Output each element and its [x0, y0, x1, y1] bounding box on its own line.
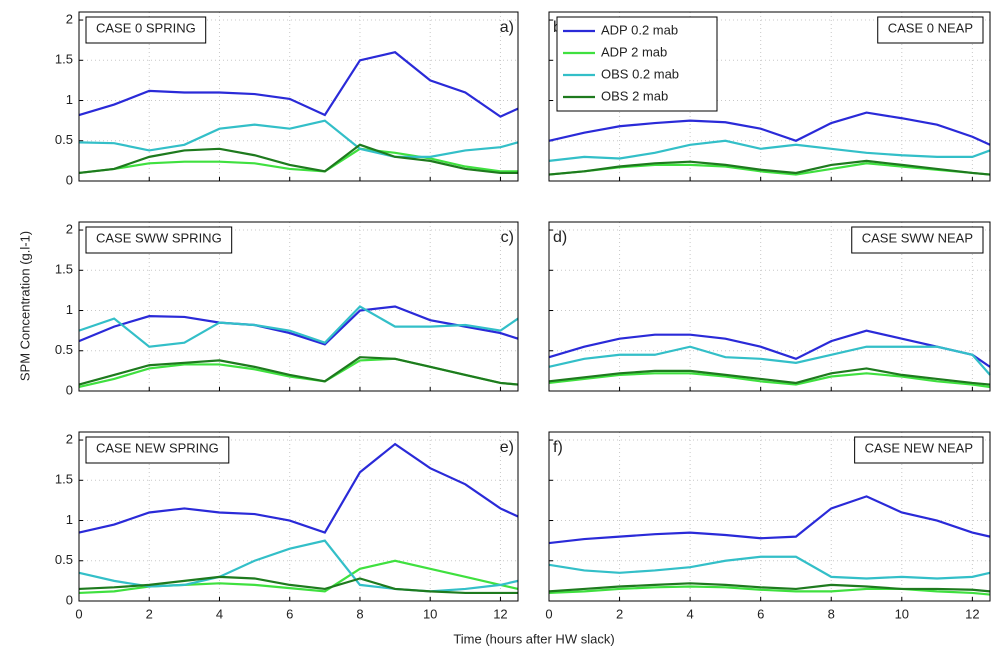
plot-frame: [548, 431, 991, 602]
x-tick-label: 8: [828, 606, 835, 621]
y-tick-label: 1: [66, 302, 73, 317]
panel-label: e): [500, 439, 514, 456]
y-tick-label: 0: [66, 382, 73, 397]
plot-frame: [78, 11, 519, 182]
series-line: [78, 147, 518, 175]
panel-label: d): [553, 229, 567, 246]
case-label: CASE SWW NEAP: [862, 230, 973, 245]
x-tick-label: 6: [757, 606, 764, 621]
x-tick-label: 8: [356, 606, 363, 621]
x-tick-label: 10: [895, 606, 909, 621]
plot-frame: [548, 11, 991, 182]
x-tick-label: 12: [493, 606, 507, 621]
series-line: [78, 119, 519, 158]
series-line: [548, 495, 991, 545]
series-line: [78, 539, 519, 593]
x-tick-label: 2: [616, 606, 623, 621]
x-tick-label: 0: [75, 606, 82, 621]
series-line: [548, 372, 991, 389]
case-label-box: [854, 436, 984, 464]
y-tick-label: 1: [66, 92, 73, 107]
y-tick-label: 0.5: [55, 132, 73, 147]
case-label-box: [85, 16, 207, 44]
case-label: CASE 0 SPRING: [96, 20, 196, 35]
series-line: [548, 139, 991, 162]
series-line: [548, 585, 991, 596]
legend-label: OBS 2 mab: [601, 88, 668, 103]
x-tick-label: 2: [146, 606, 153, 621]
case-label-box: [877, 16, 984, 44]
panel-label: c): [501, 229, 514, 246]
x-tick-label: 10: [423, 606, 437, 621]
case-label: CASE NEW SPRING: [96, 440, 219, 455]
panel-label: f): [553, 439, 563, 456]
plot-frame: [548, 221, 991, 392]
y-tick-label: 2: [66, 221, 73, 236]
series-line: [548, 345, 991, 376]
plot-frame: [78, 431, 519, 602]
case-label: CASE NEW NEAP: [865, 440, 973, 455]
legend-label: OBS 0.2 mab: [601, 66, 679, 81]
panel-label: a): [500, 19, 514, 36]
y-tick-label: 1.5: [55, 472, 73, 487]
series-line: [548, 582, 991, 593]
case-label: CASE 0 NEAP: [888, 20, 973, 35]
x-tick-label: 4: [687, 606, 694, 621]
y-tick-label: 2: [66, 11, 73, 26]
series-line: [78, 575, 518, 595]
series-line: [78, 305, 519, 348]
series-line: [78, 442, 519, 534]
series-line: [78, 143, 518, 175]
x-axis-label: Time (hours after HW slack): [453, 631, 614, 646]
y-tick-label: 0.5: [55, 552, 73, 567]
y-axis-label: SPM Concentration (g.l-1): [17, 231, 32, 381]
x-tick-label: 6: [286, 606, 293, 621]
x-tick-label: 12: [965, 606, 979, 621]
series-line: [548, 329, 991, 368]
y-tick-label: 1.5: [55, 52, 73, 67]
case-label-box: [851, 226, 984, 254]
x-tick-label: 4: [216, 606, 223, 621]
y-tick-label: 1.5: [55, 262, 73, 277]
legend-label: ADP 0.2 mab: [601, 22, 678, 37]
y-tick-label: 2: [66, 431, 73, 446]
y-tick-label: 0.5: [55, 342, 73, 357]
series-line: [548, 555, 991, 580]
x-tick-label: 0: [545, 606, 552, 621]
series-line: [78, 51, 519, 118]
series-line: [78, 356, 519, 386]
case-label: CASE SWW SPRING: [96, 230, 222, 245]
case-label-box: [85, 436, 230, 464]
y-tick-label: 0: [66, 172, 73, 187]
y-tick-label: 0: [66, 592, 73, 607]
legend-box: [556, 16, 718, 112]
y-tick-label: 1: [66, 512, 73, 527]
series-line: [548, 159, 991, 176]
legend-label: ADP 2 mab: [601, 44, 667, 59]
plot-frame: [78, 221, 519, 392]
series-line: [548, 367, 991, 386]
case-label-box: [85, 226, 233, 254]
series-line: [548, 111, 991, 146]
